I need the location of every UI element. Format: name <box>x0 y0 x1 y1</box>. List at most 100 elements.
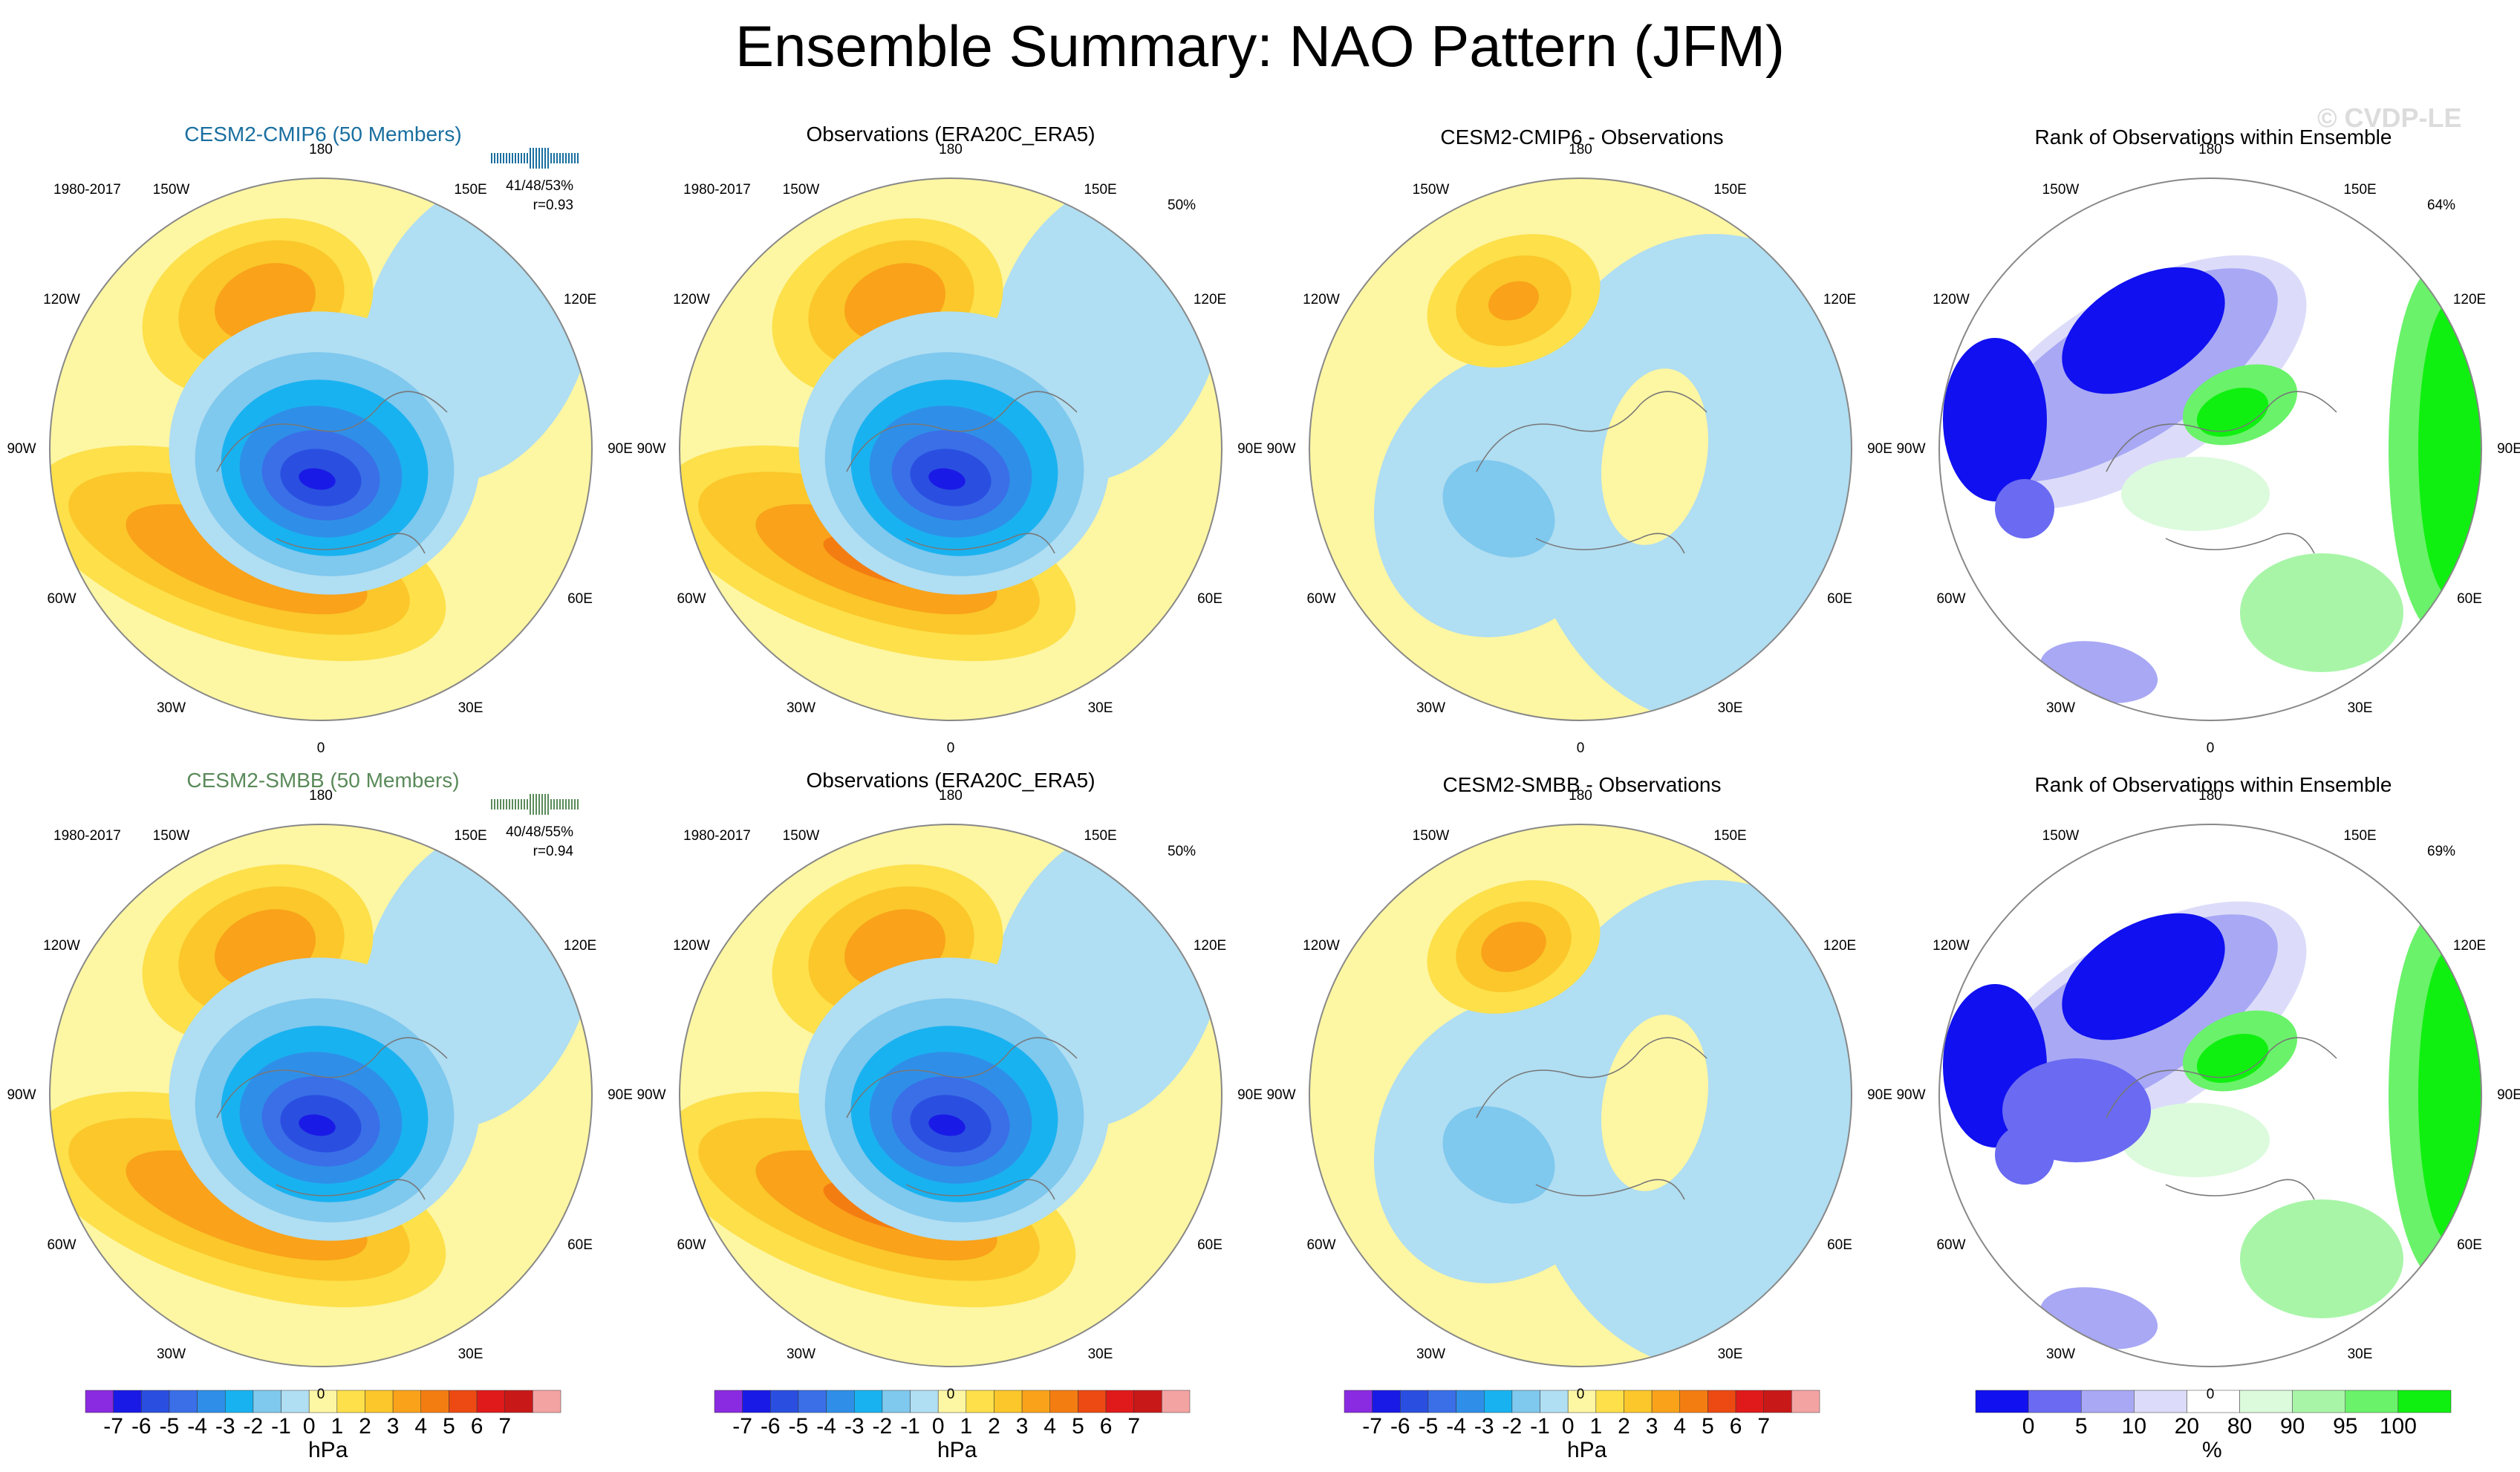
longitude-label: 60W <box>677 1237 706 1253</box>
colorbar-tick-label: 7 <box>1127 1414 1141 1439</box>
obs-years-label: 1980-2017 <box>683 182 751 198</box>
longitude-label: 30W <box>156 700 186 716</box>
hpa-colorbar-swatch <box>1427 1390 1456 1413</box>
model-title-row1: CESM2-CMIP6 (50 Members) <box>184 123 462 146</box>
hpa-colorbar-swatch <box>1651 1390 1681 1413</box>
diff-title-row1: CESM2-CMIP6 - Observations <box>1440 126 1724 149</box>
arctic-low-7 <box>928 1114 966 1136</box>
rank-low-extra <box>2002 1058 2151 1162</box>
rank-high-east-2 <box>2418 301 2481 598</box>
coastline <box>1476 391 1707 554</box>
diff-pacific-3 <box>1488 281 1539 321</box>
hpa-colorbar-swatch <box>937 1390 967 1413</box>
hpa-colorbar-swatch <box>1049 1390 1078 1413</box>
rank-low-pacific <box>2062 913 2225 1041</box>
longitude-label: 90E <box>1867 1087 1892 1103</box>
longitude-label: 150W <box>1412 181 1450 198</box>
colorbar-tick-label: 2 <box>988 1414 1000 1439</box>
rank-pct-label: 64% <box>2427 198 2456 213</box>
rank-pct-label: 69% <box>2427 844 2456 859</box>
hpa-colorbar-swatch <box>533 1390 561 1413</box>
longitude-label: 120W <box>1933 937 1970 954</box>
longitude-label: 90E <box>1237 441 1263 457</box>
colorbar-tick-label: 4 <box>414 1414 428 1439</box>
longitude-label: 90W <box>1266 1087 1296 1103</box>
figure-title: Ensemble Summary: NAO Pattern (JFM) <box>735 13 1785 79</box>
longitude-label: 180 <box>2198 788 2222 804</box>
longitude-label: 30W <box>2045 700 2076 716</box>
colorbar-tick-label: -4 <box>187 1414 207 1439</box>
rank-colorbar-swatch <box>2397 1390 2452 1413</box>
hpa-colorbar-swatch <box>1791 1390 1820 1413</box>
longitude-label: 150E <box>2343 827 2377 844</box>
longitude-label: 0 <box>946 740 955 756</box>
coastline <box>216 1037 448 1200</box>
map-border <box>1938 178 2482 721</box>
diff-positive-eurasia <box>1601 368 1709 545</box>
longitude-label: 30W <box>1416 700 1446 716</box>
map-panel-r2-c1 <box>50 824 592 1367</box>
hpa-colorbar-swatch <box>169 1390 198 1413</box>
hpa-colorbar-swatch <box>910 1390 939 1413</box>
coastline <box>846 1037 1078 1200</box>
obs-years-label: 1980-2017 <box>683 828 751 844</box>
colorbar-tick-label: 4 <box>1673 1414 1687 1439</box>
longitude-label: 30E <box>2347 700 2373 716</box>
obs-title-row2: Observations (ERA20C_ERA5) <box>806 769 1095 792</box>
longitude-label: 120E <box>2452 291 2487 307</box>
hpa-colorbar-swatch <box>253 1390 281 1413</box>
longitude-label: 60W <box>1936 590 1966 607</box>
hpa-colorbar-swatch <box>853 1390 883 1413</box>
hpa-colorbar-swatch <box>1400 1390 1429 1413</box>
colorbar-tick-label: 80 <box>2227 1414 2253 1439</box>
colorbar-tick-label: 3 <box>1015 1414 1029 1439</box>
coastline <box>846 391 1078 554</box>
hpa-colorbar-swatch <box>504 1390 533 1413</box>
longitude-label: 0 <box>316 1387 325 1402</box>
longitude-label: 30W <box>786 1346 816 1362</box>
hpa-colorbar-swatch <box>281 1390 310 1413</box>
longitude-label: 120E <box>1193 291 1227 307</box>
longitude-label: 150E <box>454 827 487 844</box>
hpa-colorbar-swatch <box>420 1390 449 1413</box>
hpa-colorbar-swatch <box>1483 1390 1513 1413</box>
years-label: 1980-2017 <box>53 182 121 198</box>
rank-high-pale <box>2121 1103 2270 1177</box>
colorbar-tick-label: -3 <box>1474 1414 1494 1439</box>
colorbar-tick-label: 6 <box>470 1414 484 1439</box>
rank-high-arctic-2 <box>2196 388 2269 437</box>
longitude-label: 90E <box>2497 441 2520 457</box>
longitude-label: 120W <box>43 937 80 954</box>
watermark: © CVDP-LE <box>2317 102 2462 133</box>
longitude-label: 150E <box>1713 181 1747 198</box>
hpa-colorbar-swatch <box>826 1390 855 1413</box>
model-title-row2: CESM2-SMBB (50 Members) <box>186 769 460 792</box>
longitude-label: 120E <box>1823 937 1857 954</box>
colorbar-tick-label: -7 <box>1362 1414 1382 1439</box>
correlation-label: r=0.93 <box>533 198 573 213</box>
hpa-colorbar-swatch <box>1021 1390 1051 1413</box>
longitude-label: 90E <box>1237 1087 1263 1103</box>
hpa-colorbar-swatch <box>1763 1390 1792 1413</box>
longitude-label: 0 <box>2206 1387 2215 1402</box>
longitude-label: 90E <box>608 1087 633 1103</box>
colorbar-tick-label: -5 <box>159 1414 180 1439</box>
longitude-label: 150W <box>782 181 820 198</box>
longitude-label: 120E <box>2452 937 2487 954</box>
colorbar-tick-label: 1 <box>1589 1414 1603 1439</box>
diff-title-row2: CESM2-SMBB - Observations <box>1442 773 1722 796</box>
rank-colorbar-swatch <box>2028 1390 2082 1413</box>
hpa-colorbar-swatch <box>742 1390 771 1413</box>
hpa-colorbar-swatch <box>1707 1390 1736 1413</box>
colorbar-tick-label: 6 <box>1729 1414 1742 1439</box>
longitude-label: 90W <box>636 441 666 457</box>
longitude-label: 150E <box>1084 181 1117 198</box>
rank-low-pacific <box>2062 267 2225 394</box>
colorbar-unit: hPa <box>308 1438 348 1462</box>
rank-colorbar-swatch <box>2080 1390 2135 1413</box>
longitude-label: 60W <box>677 590 706 607</box>
longitude-label: 150W <box>782 827 820 844</box>
colorbar-tick-label: 4 <box>1044 1414 1057 1439</box>
colorbar-tick-label: 5 <box>443 1414 455 1439</box>
longitude-label: 0 <box>2206 740 2215 756</box>
